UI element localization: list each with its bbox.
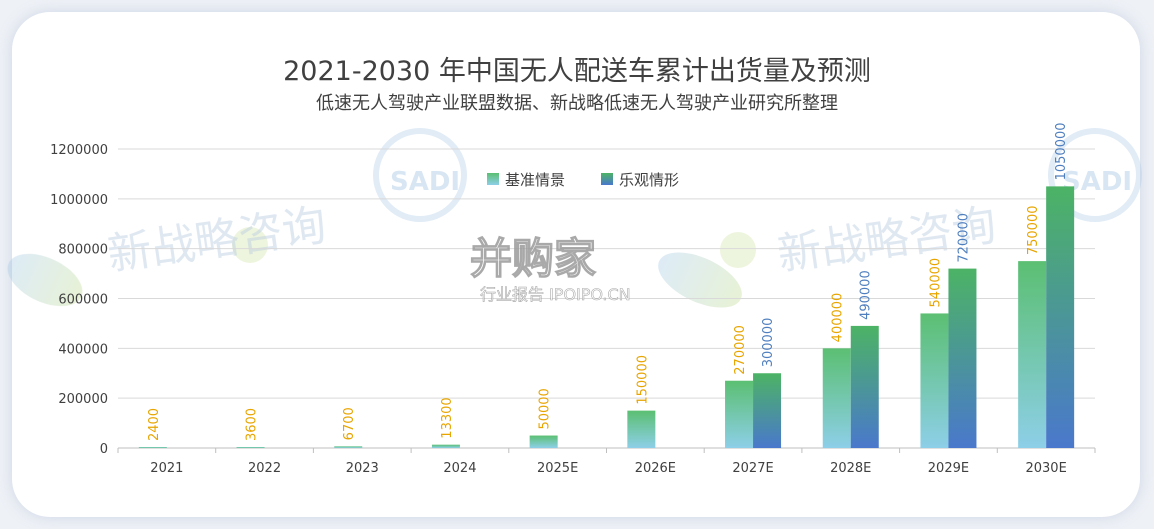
bar-baseline — [920, 313, 949, 448]
data-label: 400000 — [831, 293, 846, 343]
watermark-layer — [7, 128, 1142, 308]
y-tick-label: 600000 — [58, 293, 108, 308]
watermark-dot — [720, 232, 756, 268]
x-tick-label: 2021 — [150, 461, 183, 476]
x-tick-label: 2029E — [928, 461, 969, 476]
data-label: 150000 — [635, 355, 650, 405]
watermark-dot — [232, 227, 268, 263]
x-tick-label: 2030E — [1025, 461, 1066, 476]
chart-title: 2021-2030 年中国无人配送车累计出货量及预测 — [283, 56, 871, 87]
y-tick-label: 1000000 — [50, 193, 108, 208]
y-tick-label: 800000 — [58, 243, 108, 258]
bar-optimistic — [948, 268, 977, 448]
site-watermark: 并购家 行业报告 IPOIPO.CN — [469, 233, 631, 304]
bar-baseline — [1018, 261, 1047, 448]
bar-baseline — [431, 444, 460, 448]
bar-baseline — [725, 380, 754, 448]
data-label: 3600 — [245, 408, 260, 441]
chart-subtitle: 低速无人驾驶产业联盟数据、新战略低速无人驾驶产业研究所整理 — [316, 93, 838, 114]
data-label: 270000 — [733, 325, 748, 375]
bar-baseline — [138, 447, 167, 448]
bar-optimistic — [850, 325, 879, 448]
data-label: 540000 — [928, 258, 943, 308]
x-tick-label: 2027E — [732, 461, 773, 476]
watermark-blob-mid — [658, 252, 742, 308]
data-label: 750000 — [1026, 205, 1041, 255]
data-labels: 2400 3600 6700 13300 50000 150000 270000 400000… — [147, 122, 1069, 441]
watermark-brand-left: 新战略咨询 — [104, 200, 329, 281]
bar-optimistic — [1046, 186, 1075, 448]
watermark-seal-left — [373, 128, 467, 222]
x-tick-label: 2026E — [635, 461, 676, 476]
x-tick-label: 2023 — [346, 461, 379, 476]
data-label: 2400 — [147, 408, 162, 441]
site-watermark-sub: 行业报告 IPOIPO.CN — [480, 285, 631, 304]
data-label: 1050000 — [1054, 122, 1069, 180]
bar-marks — [138, 186, 1075, 448]
y-tick-label: 1200000 — [50, 143, 108, 158]
y-tick-label: 200000 — [58, 392, 108, 407]
y-axis-ticks: 0 200000 400000 600000 800000 1000000 1200000 — [50, 143, 108, 457]
watermark-seal-right — [1048, 128, 1142, 222]
bar-baseline — [334, 446, 363, 448]
data-label: 490000 — [859, 270, 874, 320]
legend-swatch-optimistic — [601, 173, 613, 185]
data-label: 720000 — [956, 213, 971, 263]
legend: 基准情景 乐观情形 — [487, 171, 679, 189]
bar-baseline — [822, 348, 851, 448]
x-tick-label: 2025E — [537, 461, 578, 476]
bar-baseline — [627, 410, 656, 448]
watermark-blob-left — [7, 253, 83, 307]
legend-label-baseline: 基准情景 — [505, 171, 565, 189]
y-tick-label: 400000 — [58, 342, 108, 357]
data-label: 300000 — [761, 318, 776, 368]
x-axis-ticks: 2021 2022 2023 2024 2025E 2026E 2027E 2028E 2029… — [150, 461, 1067, 476]
site-watermark-title: 并购家 — [470, 234, 596, 283]
data-label: 50000 — [538, 388, 553, 429]
bar-baseline — [529, 435, 558, 448]
legend-label-optimistic: 乐观情形 — [619, 171, 679, 189]
data-label: 6700 — [342, 407, 357, 440]
data-label: 13300 — [440, 397, 455, 438]
x-tick-label: 2024 — [443, 461, 476, 476]
bar-baseline — [236, 447, 265, 448]
bar-optimistic — [753, 373, 782, 448]
legend-swatch-baseline — [487, 173, 499, 185]
y-tick-label: 0 — [100, 442, 108, 457]
watermark-logo-left: SADI — [390, 167, 460, 197]
x-tick-label: 2028E — [830, 461, 871, 476]
x-tick-label: 2022 — [248, 461, 281, 476]
